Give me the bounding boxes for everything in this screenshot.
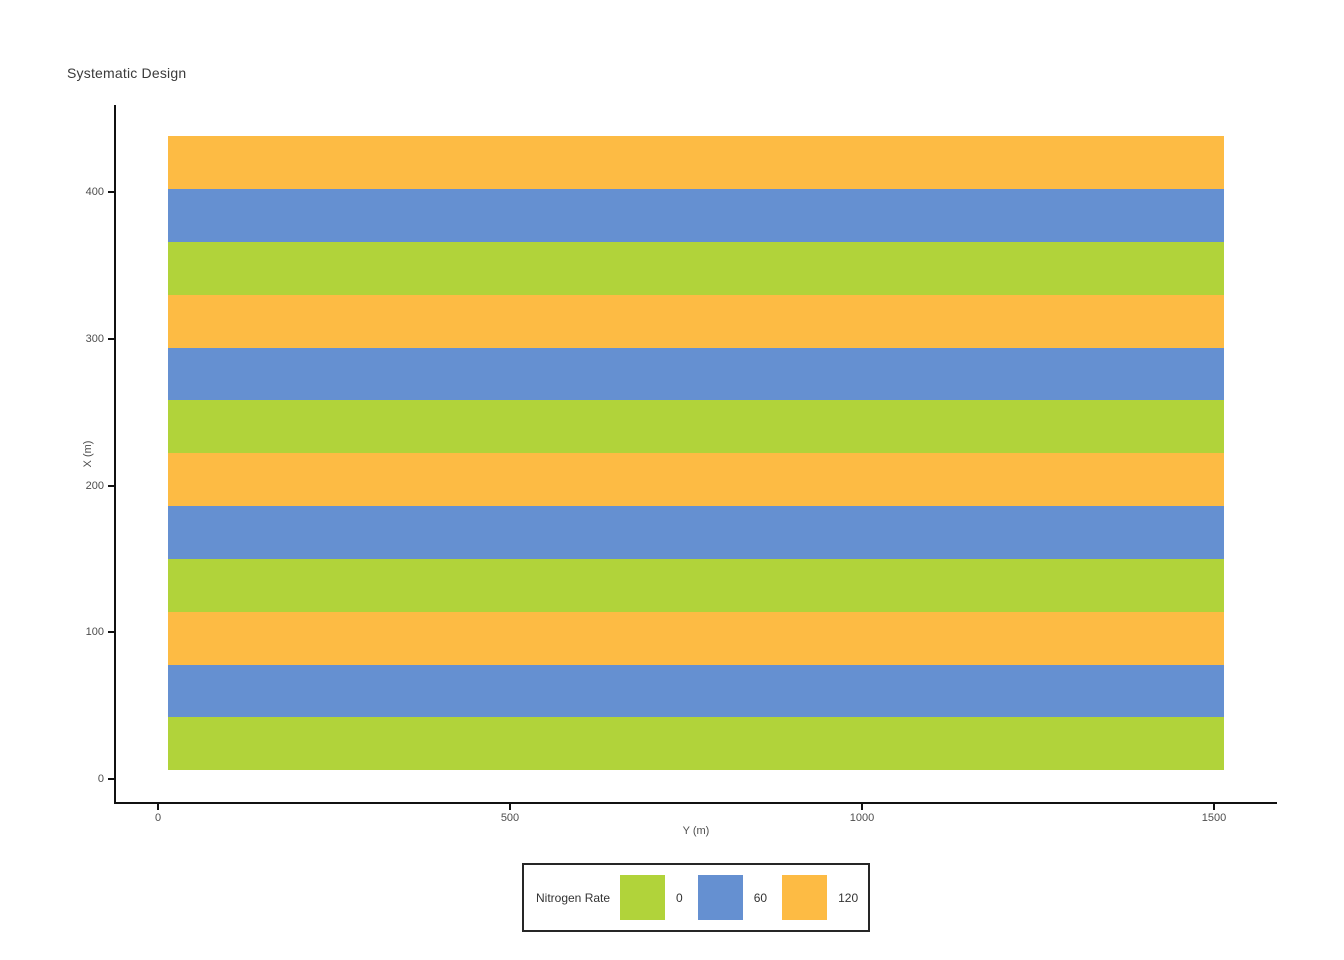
legend-swatch-orange [782, 875, 828, 920]
legend-label: 120 [838, 890, 859, 905]
stripe-rate-120 [167, 136, 1224, 190]
y-tick-label: 300 [85, 332, 104, 345]
legend-swatch-green [620, 875, 666, 920]
stripe-rate-0 [167, 558, 1224, 612]
stripe-rate-0 [167, 400, 1224, 454]
stripe-rate-60 [167, 664, 1224, 718]
y-tick [108, 337, 114, 340]
stripe-rate-60 [167, 506, 1224, 559]
legend-label: 0 [676, 890, 683, 905]
legend: Nitrogen Rate 0 60 120 [522, 863, 870, 932]
y-tick-label: 0 [97, 773, 104, 785]
x-tick [509, 804, 511, 810]
x-tick-label: 500 [500, 812, 520, 824]
x-tick [157, 804, 159, 810]
x-axis-title: Y (m) [682, 825, 710, 837]
y-tick [108, 484, 114, 487]
legend-title: Nitrogen Rate [536, 890, 611, 905]
y-axis-line [114, 105, 116, 804]
chart-title: Systematic Design [67, 65, 187, 81]
x-tick-label: 0 [154, 812, 162, 824]
x-tick [1213, 804, 1215, 810]
stripe-rate-0 [167, 717, 1224, 771]
stripe-rate-120 [167, 611, 1224, 665]
legend-item-rate-0: 0 [620, 875, 698, 920]
y-tick [108, 631, 114, 634]
stripe-rate-0 [167, 241, 1224, 295]
stripe-rate-60 [167, 347, 1224, 401]
stripe-rate-120 [167, 294, 1224, 348]
x-tick-label: 1000 [849, 812, 875, 824]
y-tick-label: 100 [85, 626, 104, 639]
stripe-rate-60 [167, 189, 1224, 242]
legend-item-rate-60: 60 [697, 875, 782, 920]
legend-swatch-blue [697, 875, 743, 920]
y-tick-label: 200 [85, 479, 104, 492]
y-tick [108, 778, 114, 780]
y-axis-title: X (m) [82, 440, 94, 468]
legend-label: 60 [753, 890, 768, 905]
y-tick [108, 191, 114, 193]
y-tick-label: 400 [85, 186, 104, 198]
x-tick [861, 804, 863, 810]
x-axis-line [114, 802, 1277, 804]
stripe-rate-120 [167, 453, 1224, 507]
x-tick-label: 1500 [1201, 812, 1227, 824]
legend-item-rate-120: 120 [782, 875, 873, 920]
